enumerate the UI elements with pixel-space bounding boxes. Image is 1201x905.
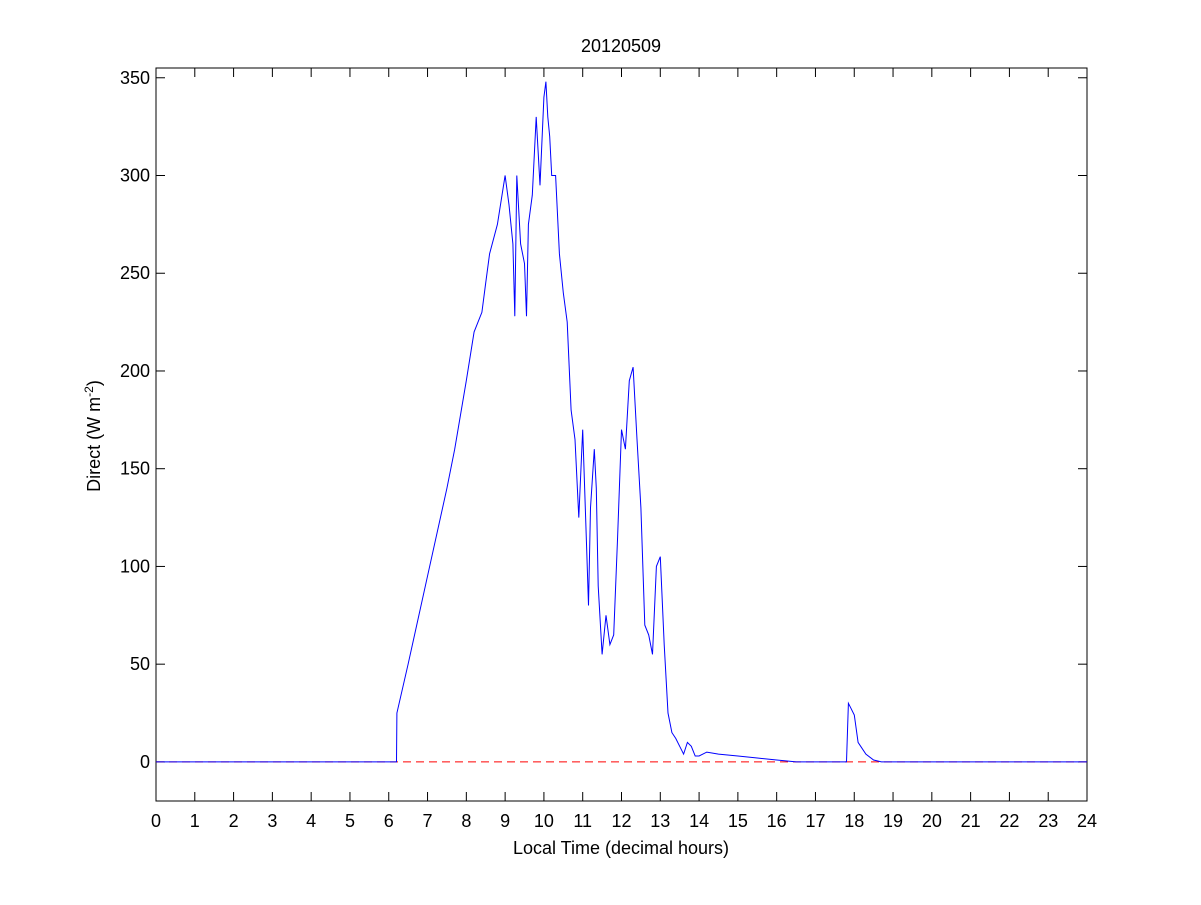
x-tick-label: 15 [728,811,748,831]
x-tick-label: 1 [190,811,200,831]
y-tick-label: 300 [120,166,150,186]
x-tick-label: 16 [767,811,787,831]
x-tick-label: 18 [844,811,864,831]
x-axis: 0 1 2 3 4 5 6 7 8 9 10 11 12 13 14 15 16 17 18 19 20 21 22 23 24 [151,68,1097,831]
y-axis-label-superscript: -2 [82,386,96,397]
x-tick-label: 4 [306,811,316,831]
x-axis-label: Local Time (decimal hours) [513,838,729,858]
y-axis-label: Direct (W m-2) [82,380,104,492]
x-tick-label: 12 [611,811,631,831]
x-tick-label: 9 [500,811,510,831]
x-tick-label: 2 [229,811,239,831]
series-line [156,81,1087,763]
x-tick-label: 5 [345,811,355,831]
chart-title: 20120509 [581,36,661,56]
x-tick-label: 14 [689,811,709,831]
y-tick-label: 350 [120,68,150,88]
x-tick-label: 6 [384,811,394,831]
x-tick-label: 13 [650,811,670,831]
x-tick-label: 19 [883,811,903,831]
y-tick-label: 150 [120,459,150,479]
x-tick-label: 23 [1038,811,1058,831]
x-tick-label: 11 [573,811,592,831]
x-tick-label: 0 [151,811,161,831]
x-tick-label: 10 [534,811,554,831]
y-tick-label: 250 [120,263,150,283]
x-tick-label: 24 [1077,811,1097,831]
y-axis-label-main: Direct (W m [84,397,104,492]
x-tick-label: 8 [461,811,471,831]
y-tick-label: 100 [120,556,150,576]
x-tick-label: 3 [267,811,277,831]
x-tick-label: 17 [805,811,825,831]
y-axis-label-close: ) [84,380,104,386]
x-tick-label: 7 [423,811,433,831]
x-tick-label: 20 [922,811,942,831]
y-tick-label: 0 [140,752,150,772]
x-tick-label: 21 [961,811,981,831]
x-tick-label: 22 [999,811,1019,831]
y-tick-label: 50 [130,654,150,674]
y-axis: 0 50 100 150 200 250 300 350 [120,68,1087,772]
y-tick-label: 200 [120,361,150,381]
